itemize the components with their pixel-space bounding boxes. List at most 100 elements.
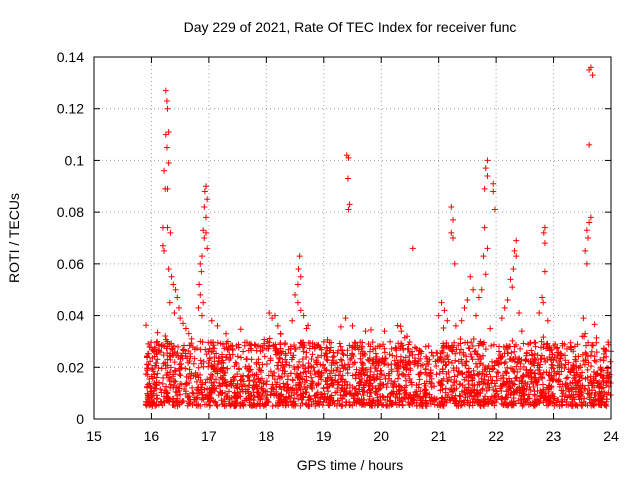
data-point [572,356,579,363]
data-point [590,375,597,382]
data-point [227,355,234,362]
data-point [389,352,396,359]
data-point [258,385,265,392]
data-point [601,389,608,396]
data-point [344,347,351,354]
y-tick-label: 0.04 [57,308,84,324]
data-point [562,391,569,398]
data-point [153,362,160,369]
data-point [388,366,395,373]
data-point [280,363,287,370]
data-point [448,229,455,236]
data-point [449,388,456,395]
data-point [443,399,450,406]
data-point [367,373,374,380]
data-point [281,370,288,377]
data-point [247,396,254,403]
data-point [261,353,268,360]
data-point [385,370,392,377]
data-point [543,393,550,400]
data-point [438,299,445,306]
data-point [224,383,230,390]
data-point [157,398,164,405]
x-tick-label: 22 [488,428,504,444]
data-point [174,294,181,301]
data-point [579,333,586,340]
data-point [539,374,546,381]
data-point [544,357,551,364]
data-point [474,363,481,370]
data-point [164,349,171,356]
data-point [142,370,149,377]
data-point [253,381,260,388]
x-tick-label: 15 [86,428,102,444]
data-point [145,361,152,368]
data-point [591,402,598,409]
data-point [400,346,407,353]
data-point [540,369,547,376]
data-point [393,353,400,360]
data-point [527,367,534,374]
data-point [592,389,599,396]
data-point [208,317,215,324]
data-point [448,203,455,210]
data-point [455,358,462,365]
data-point [412,344,419,351]
data-point [582,385,589,392]
data-point [513,363,520,370]
data-point [282,368,289,375]
data-point [510,266,517,273]
data-point [458,388,465,395]
data-point [356,400,363,407]
data-point [361,388,368,395]
data-point [559,401,566,408]
data-point [213,376,220,383]
data-point [182,365,189,372]
data-point [593,339,600,346]
data-point [283,396,290,403]
data-point [475,371,482,378]
data-point [254,401,261,408]
data-point [259,400,266,407]
data-point [201,203,208,210]
data-point [213,402,220,409]
data-point [225,388,232,395]
data-point [378,401,385,408]
data-point [508,349,515,356]
grid-lines [94,57,611,419]
data-point [246,392,253,399]
data-point [543,369,550,376]
data-point [377,376,384,383]
data-point [442,362,449,369]
data-point [415,351,422,358]
data-point [353,366,360,373]
data-point [509,382,516,389]
data-point [509,284,516,291]
data-point [603,379,610,386]
data-point [481,339,488,346]
data-point [335,347,342,354]
data-point [346,201,353,208]
data-point [314,361,321,368]
data-point [398,370,405,377]
data-point [586,219,593,226]
data-point [512,341,519,348]
data-point [483,387,490,394]
data-point [428,375,435,382]
data-point [149,375,156,382]
data-point [405,345,412,352]
data-point [525,391,532,398]
data-point [247,402,254,409]
x-tick-label: 19 [316,428,332,444]
data-point [259,346,266,353]
data-point [218,397,225,404]
data-point [287,345,294,352]
data-point [504,378,511,385]
data-point [495,369,502,376]
data-point [392,344,399,351]
data-point [296,358,303,365]
data-point [276,355,283,362]
data-point [178,399,185,406]
data-point [144,354,151,361]
data-point [221,402,228,409]
